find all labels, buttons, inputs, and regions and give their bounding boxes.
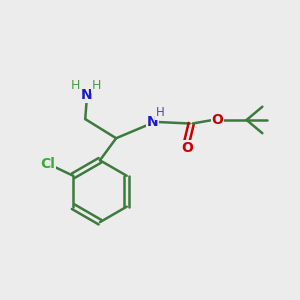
Text: Cl: Cl	[41, 157, 56, 171]
Text: H: H	[92, 79, 101, 92]
Text: H: H	[71, 79, 80, 92]
Text: H: H	[156, 106, 165, 119]
Text: N: N	[147, 115, 159, 129]
Text: N: N	[81, 88, 92, 102]
Text: O: O	[181, 141, 193, 154]
Text: O: O	[211, 113, 223, 127]
